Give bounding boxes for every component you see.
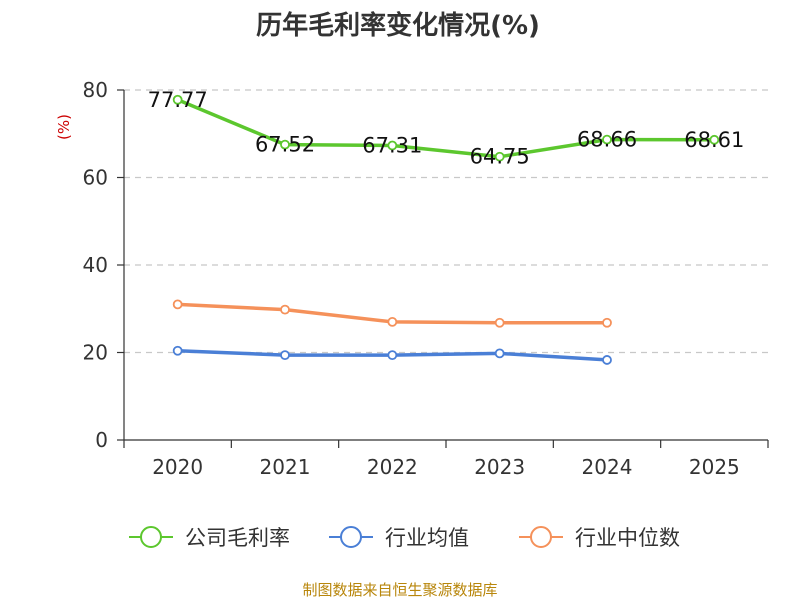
data-point bbox=[280, 350, 290, 361]
data-label: 68.66 bbox=[577, 128, 637, 152]
x-tick-label: 2022 bbox=[367, 455, 418, 479]
y-tick-label: 0 bbox=[95, 428, 108, 452]
data-point bbox=[602, 317, 612, 328]
y-axis-label: (%) bbox=[55, 114, 73, 140]
grid-lines bbox=[124, 89, 768, 354]
data-label: 68.61 bbox=[684, 128, 744, 152]
chart-title: 历年毛利率变化情况(%) bbox=[256, 10, 540, 41]
y-tick-label: 40 bbox=[83, 253, 108, 277]
data-label: 77.77 bbox=[148, 88, 208, 112]
legend-marker-icon bbox=[140, 526, 162, 548]
data-point bbox=[709, 134, 720, 145]
data-point bbox=[280, 304, 290, 315]
series-lines bbox=[172, 94, 720, 365]
data-point bbox=[172, 94, 183, 105]
data-point bbox=[602, 355, 612, 365]
series-line-0 bbox=[175, 98, 717, 159]
x-tick-label: 2020 bbox=[152, 455, 203, 479]
data-point bbox=[387, 350, 398, 361]
y-tick-label: 80 bbox=[83, 78, 108, 102]
data-label: 64.75 bbox=[470, 145, 530, 169]
legend-marker-icon bbox=[340, 526, 362, 548]
data-point bbox=[494, 348, 505, 359]
data-point bbox=[172, 345, 183, 356]
data-point bbox=[494, 151, 505, 162]
data-point bbox=[494, 317, 505, 328]
axes: 0 20 40 60 80 2020 2021 2022 2023 2024 2025 bbox=[83, 78, 769, 479]
data-labels: 77.77 67.52 67.31 64.75 68.66 68.61 bbox=[148, 88, 745, 169]
data-point bbox=[280, 139, 290, 150]
legend-label: 公司毛利率 bbox=[185, 526, 290, 550]
legend-marker-icon bbox=[530, 526, 552, 548]
x-tick-label: 2023 bbox=[474, 455, 525, 479]
legend: 公司毛利率 行业均值 行业中位数 bbox=[129, 526, 680, 550]
data-label: 67.52 bbox=[255, 133, 315, 157]
y-tick-label: 20 bbox=[83, 341, 108, 365]
data-point bbox=[387, 316, 398, 327]
data-point bbox=[602, 134, 612, 145]
x-tick-label: 2025 bbox=[689, 455, 740, 479]
y-tick-label: 60 bbox=[83, 166, 108, 190]
data-point bbox=[172, 299, 183, 310]
x-tick-label: 2024 bbox=[582, 455, 633, 479]
x-tick-label: 2021 bbox=[260, 455, 311, 479]
legend-label: 行业均值 bbox=[385, 526, 469, 550]
source-note: 制图数据来自恒生聚源数据库 bbox=[302, 581, 497, 599]
data-point bbox=[387, 140, 398, 151]
legend-label: 行业中位数 bbox=[575, 526, 680, 550]
data-label: 67.31 bbox=[362, 134, 422, 158]
